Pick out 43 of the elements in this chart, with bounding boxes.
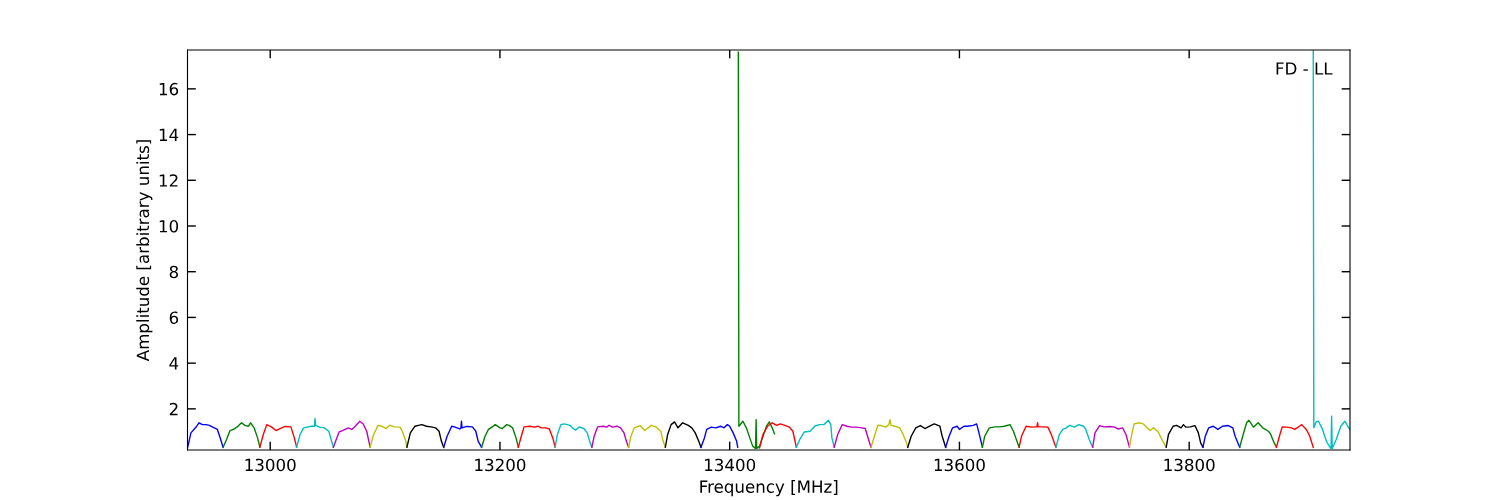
line-series [554,423,593,448]
line-series [480,423,520,448]
line-series [259,423,298,448]
y-tick-label: 6 [169,311,179,324]
line-series [442,420,483,448]
x-tick-label: 13600 [934,458,985,472]
line-series [187,422,224,449]
line-series [944,423,984,448]
line-series [833,423,872,448]
line-series [1091,424,1131,448]
line-series [369,424,408,448]
x-tick-label: 13800 [1164,458,1215,472]
x-tick-label: 13400 [705,458,756,472]
x-tick-label: 13200 [475,458,526,472]
line-series [795,419,835,448]
line-series [591,424,630,448]
y-tick-label: 8 [169,265,179,279]
x-axis-title: Frequency [MHz] [700,480,838,497]
line-series [1202,424,1241,448]
line-series [517,425,556,448]
line-series [870,418,909,448]
y-tick-label: 12 [159,174,178,187]
line-series [758,422,798,449]
x-tick-label: 13000 [245,458,296,472]
line-series [1128,422,1167,448]
line-series [627,424,667,448]
line-series [1239,419,1278,448]
y-axis-title: Amplitude [arbitrary units] [136,140,153,362]
y-tick-label: 10 [159,219,179,233]
y-tick-label: 14 [159,128,179,141]
y-tick-label: 4 [169,357,179,370]
line-series [295,417,335,448]
line-series [737,51,776,450]
annotation: FD - LL [1276,62,1333,75]
line-series [700,423,739,448]
line-series [332,420,371,448]
line-series [1275,423,1314,448]
line-series [1055,423,1094,448]
y-tick-label: 2 [169,402,178,416]
y-tick-label: 16 [159,82,179,96]
line-series [222,422,261,448]
line-series [981,423,1020,448]
line-series [1018,422,1057,448]
